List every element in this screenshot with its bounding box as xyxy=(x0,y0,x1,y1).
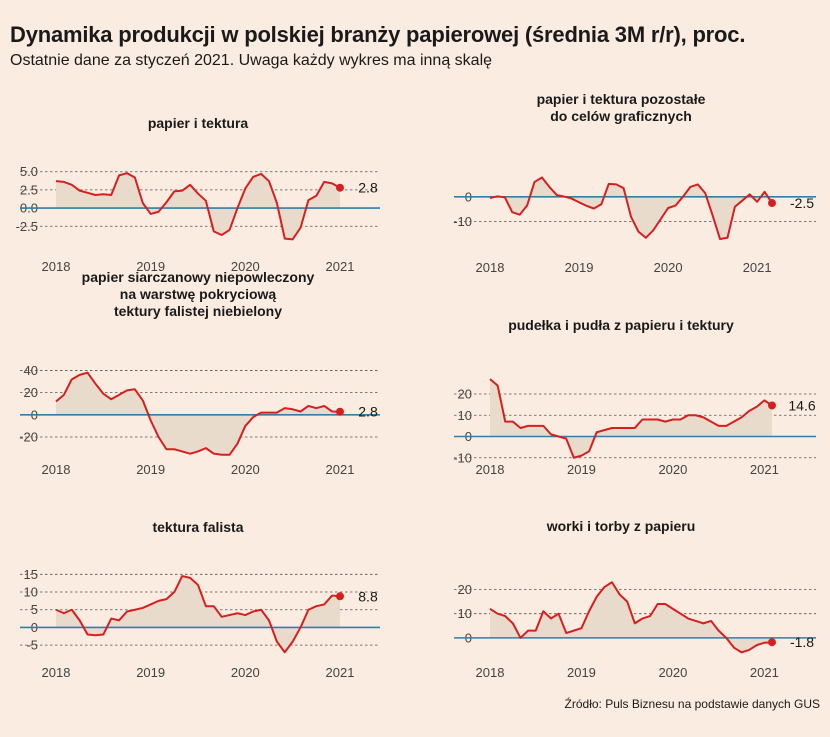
x-tick-label: 2020 xyxy=(658,665,687,680)
y-tick-label: 40 xyxy=(24,363,38,378)
area-fill xyxy=(56,372,340,455)
y-tick-label: 20 xyxy=(458,387,472,402)
x-tick-label: 2021 xyxy=(743,260,772,275)
chart-title: tektura falista xyxy=(152,519,243,535)
x-tick-label: 2018 xyxy=(476,260,505,275)
series-line xyxy=(55,371,341,456)
source-note: Źródło: Puls Biznesu na podstawie danych… xyxy=(564,697,820,711)
page-title: Dynamika produkcji w polskiej branży pap… xyxy=(10,22,746,47)
chart-title: papier i tektura pozostałe do celów grafi… xyxy=(537,91,706,124)
x-tick-label: 2021 xyxy=(326,462,355,477)
x-tick-label: 2021 xyxy=(326,259,355,274)
last-point xyxy=(336,592,344,601)
x-tick-label: 2019 xyxy=(567,462,596,477)
series-line xyxy=(55,575,341,654)
area-fill xyxy=(490,582,772,653)
chart-title-line: do celów graficznych xyxy=(550,108,692,124)
x-tick-label: 2021 xyxy=(750,665,779,680)
x-tick-label: 2019 xyxy=(567,665,596,680)
x-tick-label: 2020 xyxy=(231,259,260,274)
last-value-label: 2.8 xyxy=(358,180,378,196)
y-tick-label: -2.5 xyxy=(16,219,38,234)
y-tick-label: 10 xyxy=(458,408,472,423)
y-tick-label: 15 xyxy=(24,567,38,582)
x-tick-label: 2019 xyxy=(136,259,165,274)
y-tick-label: 10 xyxy=(458,606,472,621)
chart-title-line: tektura falista xyxy=(152,519,243,535)
chart-title: pudełka i pudła z papieru i tektury xyxy=(508,317,734,333)
x-tick-label: 2018 xyxy=(42,462,71,477)
chart-panel-3: papier siarczanowy niepowleczony na warst… xyxy=(19,269,380,477)
x-tick-label: 2021 xyxy=(750,462,779,477)
chart-title-line: papier i tektura pozostałe xyxy=(537,91,706,107)
area-fill xyxy=(490,379,772,458)
y-tick-label: 20 xyxy=(458,582,472,597)
x-tick-label: 2020 xyxy=(654,260,683,275)
x-tick-label: 2019 xyxy=(565,260,594,275)
page-subtitle: Ostatnie dane za styczeń 2021. Uwaga każ… xyxy=(10,52,493,69)
x-tick-label: 2018 xyxy=(42,259,71,274)
chart-title-line: na warstwę pokryciową xyxy=(120,286,277,302)
x-tick-label: 2020 xyxy=(231,462,260,477)
last-value-label: -2.5 xyxy=(790,195,814,211)
x-tick-label: 2020 xyxy=(231,665,260,680)
chart-panel-4: pudełka i pudła z papieru i tektury20100… xyxy=(453,317,816,477)
y-tick-label: 5 xyxy=(31,602,38,617)
chart-title-line: tektury falistej niebielony xyxy=(114,303,282,319)
y-tick-label: -10 xyxy=(453,214,472,229)
y-tick-label: -5 xyxy=(26,638,38,653)
x-tick-label: 2018 xyxy=(42,665,71,680)
series-line xyxy=(489,176,773,241)
chart-title: worki i torby z papieru xyxy=(546,518,696,534)
series-line xyxy=(489,378,773,459)
last-point xyxy=(336,407,344,416)
chart-title-line: worki i torby z papieru xyxy=(546,518,696,534)
x-tick-label: 2021 xyxy=(326,665,355,680)
series-line xyxy=(55,172,341,241)
chart-title: papier siarczanowy niepowleczony na warst… xyxy=(82,269,315,319)
x-tick-label: 2018 xyxy=(476,462,505,477)
y-tick-label: -20 xyxy=(19,430,38,445)
x-tick-label: 2018 xyxy=(476,665,505,680)
x-tick-label: 2019 xyxy=(136,462,165,477)
y-tick-label: 10 xyxy=(24,585,38,600)
last-value-label: -1.8 xyxy=(790,634,814,650)
last-value-label: 2.8 xyxy=(358,404,378,420)
chart-title-line: papier i tektura xyxy=(148,115,249,131)
last-value-label: 8.8 xyxy=(358,588,378,604)
last-value-label: 14.6 xyxy=(788,397,815,413)
chart-title: papier i tektura xyxy=(148,115,249,131)
last-point xyxy=(768,638,776,647)
x-tick-label: 2019 xyxy=(136,665,165,680)
area-fill xyxy=(56,576,340,653)
chart-panel-2: papier i tektura pozostałe do celów grafi… xyxy=(453,91,816,275)
area-fill xyxy=(490,177,772,240)
y-tick-label: 2.5 xyxy=(20,182,38,197)
series-line xyxy=(489,581,773,654)
y-tick-label: 5.0 xyxy=(20,164,38,179)
last-point xyxy=(336,183,344,192)
area-fill xyxy=(56,173,340,240)
y-tick-label: 20 xyxy=(24,385,38,400)
last-point xyxy=(768,199,776,208)
y-tick-label: -10 xyxy=(453,450,472,465)
chart-title-line: papier siarczanowy niepowleczony xyxy=(82,269,315,285)
chart-title-line: pudełka i pudła z papieru i tektury xyxy=(508,317,734,333)
x-tick-label: 2020 xyxy=(658,462,687,477)
last-point xyxy=(768,401,776,410)
